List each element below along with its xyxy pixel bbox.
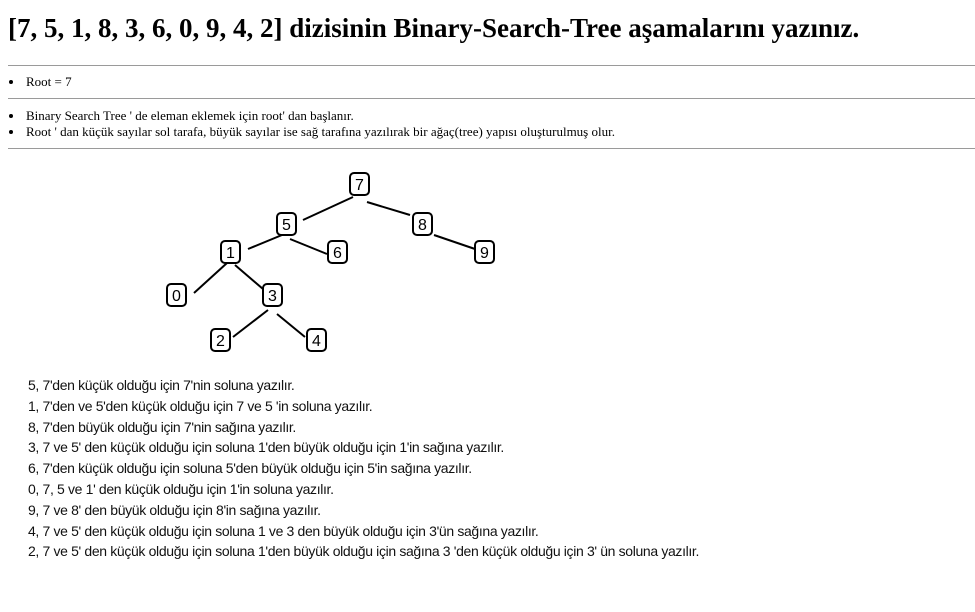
- step-item: 5, 7'den küçük olduğu için 7'nin soluna …: [28, 377, 295, 393]
- tree-edge-5-6: [289, 238, 328, 255]
- tree-node-label: 5: [282, 217, 291, 234]
- tree-edge-1-0: [193, 262, 228, 294]
- root-item-text: Root = 7: [26, 74, 72, 89]
- root-list: Root = 7: [8, 74, 72, 90]
- tree-node: 1: [220, 240, 241, 264]
- step-item: 3, 7 ve 5' den küçük olduğu için soluna …: [28, 439, 504, 456]
- step-item: 0, 7, 5 ve 1' den küçük olduğu için 1'in…: [28, 480, 334, 497]
- info-item-text: Binary Search Tree ' de eleman eklemek i…: [26, 108, 354, 123]
- info-item-text: Root ' dan küçük sayılar sol tarafa, büy…: [26, 124, 615, 139]
- tree-node-box: [210, 328, 231, 352]
- divider-3: [8, 148, 975, 149]
- step-item: 6, 7'den küçük olduğu için soluna 5'den …: [28, 460, 472, 477]
- tree-node-label: 9: [480, 245, 489, 262]
- tree-node: 8: [412, 212, 433, 236]
- tree-node-label: 3: [268, 288, 277, 305]
- tree-edge-7-5: [302, 196, 354, 221]
- tree-edge-8-9: [433, 234, 476, 250]
- bullet-icon: [9, 130, 13, 134]
- steps-list: 5, 7'den küçük olduğu için 7'nin soluna …: [28, 375, 699, 562]
- info-item: Binary Search Tree ' de eleman eklemek i…: [8, 108, 615, 124]
- tree-edge-3-4: [276, 313, 306, 338]
- tree-node-box: [349, 172, 370, 196]
- tree-node-label: 8: [418, 217, 427, 234]
- binary-search-tree-diagram: 7 5 8 1 6 9 0 3 2 4: [166, 172, 495, 352]
- tree-node-box: [306, 328, 327, 352]
- tree-node-label: 7: [355, 177, 364, 194]
- tree-node-box: [220, 240, 241, 264]
- info-list: Binary Search Tree ' de eleman eklemek i…: [8, 108, 615, 140]
- tree-node-box: [327, 240, 348, 264]
- tree-node-label: 1: [226, 245, 235, 262]
- step-item: 9, 7 ve 8' den büyük olduğu için 8'in sa…: [28, 501, 321, 518]
- tree-node-box: [262, 283, 283, 307]
- root-item: Root = 7: [8, 74, 72, 90]
- tree-node: 9: [474, 240, 495, 264]
- divider-2: [8, 98, 975, 99]
- tree-node-box: [412, 212, 433, 236]
- info-item: Root ' dan küçük sayılar sol tarafa, büy…: [8, 124, 615, 140]
- tree-node: 6: [327, 240, 348, 264]
- tree-node-label: 0: [172, 288, 181, 305]
- tree-node-box: [276, 212, 297, 236]
- bullet-icon: [9, 114, 13, 118]
- page-title: [7, 5, 1, 8, 3, 6, 0, 9, 4, 2] dizisinin…: [8, 13, 860, 43]
- step-item: 2, 7 ve 5' den küçük olduğu için soluna …: [28, 543, 700, 560]
- tree-edge-3-2: [232, 309, 269, 338]
- tree-node: 2: [210, 328, 231, 352]
- tree-node-box: [166, 283, 187, 307]
- tree-node-label: 2: [216, 333, 225, 350]
- step-item: 4, 7 ve 5' den küçük olduğu için soluna …: [28, 522, 539, 539]
- tree-edge-7-8: [366, 201, 411, 216]
- tree-edge-1-3: [234, 264, 264, 290]
- tree-edge-5-1: [247, 234, 283, 250]
- divider-1: [8, 65, 975, 66]
- tree-node-label: 6: [333, 245, 342, 262]
- tree-node: 7: [349, 172, 370, 196]
- step-item: 1, 7'den ve 5'den küçük olduğu için 7 ve…: [28, 397, 373, 414]
- tree-node: 3: [262, 283, 283, 307]
- bullet-icon: [9, 80, 13, 84]
- tree-node-box: [474, 240, 495, 264]
- tree-node: 0: [166, 283, 187, 307]
- step-item: 8, 7'den büyük olduğu için 7'nin sağına …: [28, 418, 296, 435]
- tree-node: 5: [276, 212, 297, 236]
- tree-node-label: 4: [312, 333, 321, 350]
- tree-node: 4: [306, 328, 327, 352]
